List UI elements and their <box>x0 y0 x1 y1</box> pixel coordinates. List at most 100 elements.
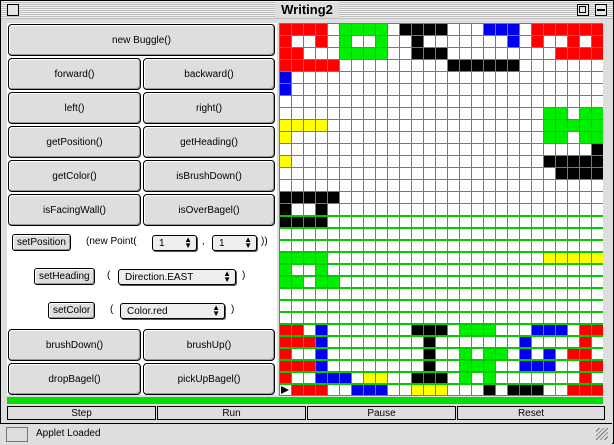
grid-cell <box>339 191 352 204</box>
grid-cell <box>339 95 352 108</box>
grid-cell <box>459 143 472 156</box>
grid-cell <box>531 359 544 373</box>
grid-cell <box>375 239 388 253</box>
forward-button[interactable]: forward() <box>8 58 141 90</box>
grid-cell <box>579 203 592 216</box>
brush-up-button[interactable]: brushUp() <box>143 329 275 361</box>
grid-cell <box>327 71 340 84</box>
grid-cell <box>399 383 412 396</box>
set-position-button[interactable]: setPosition <box>12 234 71 251</box>
heading-select[interactable]: Direction.EAST ▲ ▼ <box>118 269 236 285</box>
window-title: Writing2 <box>275 2 339 18</box>
new-buggle-button[interactable]: new Buggle() <box>8 24 275 56</box>
grid-cell <box>375 23 388 36</box>
backward-button[interactable]: backward() <box>143 58 275 90</box>
buggle-grid[interactable] <box>279 23 603 396</box>
set-color-button[interactable]: setColor <box>48 302 96 319</box>
collapse-box[interactable] <box>595 4 607 16</box>
grid-cell <box>555 371 568 385</box>
grid-cell <box>375 155 388 168</box>
grid-cell <box>411 311 424 325</box>
grid-cell <box>531 155 544 168</box>
zoom-box[interactable] <box>577 4 589 16</box>
grid-cell <box>303 143 316 156</box>
grid-cell <box>591 143 603 156</box>
grid-cell <box>363 227 376 241</box>
grid-cell <box>471 359 484 373</box>
grid-cell <box>411 35 424 48</box>
grid-cell <box>303 119 316 132</box>
grid-cell <box>423 275 436 289</box>
step-button[interactable]: Step <box>7 406 156 420</box>
brush-down-button[interactable]: brushDown() <box>8 329 141 361</box>
grid-cell <box>531 179 544 192</box>
run-button[interactable]: Run <box>157 406 306 420</box>
grid-cell <box>387 47 400 60</box>
grid-cell <box>567 119 580 132</box>
grid-cell <box>519 83 532 96</box>
status-color-bar <box>7 397 603 404</box>
grid-cell <box>507 107 520 120</box>
grid-cell <box>483 203 496 216</box>
grid-cell <box>351 83 364 96</box>
grid-cell <box>519 347 532 361</box>
resize-grip-icon[interactable] <box>596 428 608 440</box>
get-position-button[interactable]: getPosition() <box>8 126 141 158</box>
is-facing-wall-button[interactable]: isFacingWall() <box>8 194 141 226</box>
right-button[interactable]: right() <box>143 92 275 124</box>
grid-cell <box>519 311 532 325</box>
get-color-button[interactable]: getColor() <box>8 160 141 192</box>
grid-cell <box>591 335 603 349</box>
grid-cell <box>591 83 603 96</box>
grid-cell <box>507 35 520 48</box>
left-button[interactable]: left() <box>8 92 141 124</box>
grid-cell <box>591 299 603 313</box>
grid-cell <box>459 95 472 108</box>
grid-cell <box>579 371 592 385</box>
grid-cell <box>483 227 496 241</box>
pause-button[interactable]: Pause <box>307 406 456 420</box>
grid-cell <box>543 131 556 144</box>
grid-cell <box>327 131 340 144</box>
grid-cell <box>471 299 484 313</box>
is-over-bagel-button[interactable]: isOverBagel() <box>143 194 275 226</box>
grid-cell <box>279 107 292 120</box>
grid-cell <box>399 275 412 289</box>
grid-cell <box>471 107 484 120</box>
color-select[interactable]: Color.red ▲ ▼ <box>120 303 225 319</box>
grid-cell <box>279 191 292 204</box>
grid-cell <box>459 371 472 385</box>
grid-cell <box>411 119 424 132</box>
grid-cell <box>555 311 568 325</box>
grid-cell <box>459 119 472 132</box>
grid-cell <box>399 203 412 216</box>
get-heading-button[interactable]: getHeading() <box>143 126 275 158</box>
grid-cell <box>483 191 496 204</box>
heading-value: Direction.EAST <box>125 271 194 283</box>
grid-cell <box>327 323 340 337</box>
grid-cell <box>399 83 412 96</box>
point-x-select[interactable]: 1 ▲ ▼ <box>152 235 197 251</box>
buggle-icon[interactable] <box>281 385 289 394</box>
grid-cell <box>375 179 388 192</box>
reset-button[interactable]: Reset <box>457 406 605 420</box>
is-brush-down-button[interactable]: isBrushDown() <box>143 160 275 192</box>
grid-cell <box>315 107 328 120</box>
grid-cell <box>363 239 376 253</box>
point-y-select[interactable]: 1 ▲ ▼ <box>212 235 257 251</box>
pick-up-bagel-button[interactable]: pickUpBagel() <box>143 363 275 395</box>
grid-cell <box>447 227 460 241</box>
grid-cell <box>591 23 603 36</box>
set-heading-button[interactable]: setHeading <box>34 268 95 285</box>
point-y-value: 1 <box>219 237 225 249</box>
grid-cell <box>327 191 340 204</box>
grid-cell <box>543 335 556 349</box>
grid-cell <box>579 347 592 361</box>
grid-cell <box>531 239 544 253</box>
grid-cell <box>351 95 364 108</box>
drop-bagel-button[interactable]: dropBagel() <box>8 363 141 395</box>
grid-cell <box>531 119 544 132</box>
grid-cell <box>495 35 508 48</box>
grid-cell <box>543 107 556 120</box>
close-box[interactable] <box>7 4 19 16</box>
